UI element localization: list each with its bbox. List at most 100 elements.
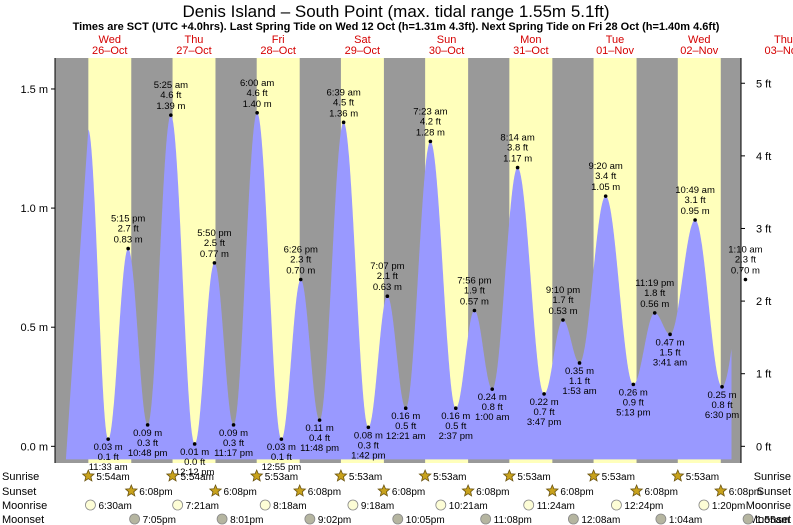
tide-point bbox=[542, 392, 546, 396]
sun-icon bbox=[545, 483, 559, 497]
tide-event-label: 6:39 am4.5 ft1.36 m bbox=[326, 87, 360, 119]
tide-height-m: 1.17 m bbox=[503, 154, 532, 165]
moonrise-event: 10:21am bbox=[435, 499, 488, 512]
tide-event-label: 0.22 m0.7 ft3:47 pm bbox=[527, 397, 561, 428]
tide-height-ft: 0.5 ft bbox=[395, 421, 416, 432]
row-label-left: Sunset bbox=[2, 486, 36, 498]
tide-height-ft: 2.1 ft bbox=[377, 271, 398, 282]
tide-event-label: 5:50 pm2.5 ft0.77 m bbox=[197, 228, 231, 260]
tide-time: 5:15 pm bbox=[111, 214, 145, 225]
tide-height-m: 1.28 m bbox=[416, 127, 445, 138]
moonrise-event: 11:24am bbox=[523, 499, 575, 512]
sunset-event: 6:08pm bbox=[377, 483, 425, 498]
moonset-event: 12:08am bbox=[567, 513, 620, 525]
moonrise-time: 6:30am bbox=[98, 501, 131, 512]
day-name-label: Mon bbox=[520, 34, 541, 46]
tide-height-m: 1.39 m bbox=[156, 101, 185, 112]
right-tick-label: 0 ft bbox=[756, 441, 771, 453]
tide-time: 11:48 pm bbox=[300, 443, 339, 454]
tide-height-ft: 1.1 ft bbox=[569, 376, 590, 387]
tide-height-m: 0.63 m bbox=[373, 282, 402, 293]
moon-icon bbox=[655, 513, 667, 525]
tide-time: 11:17 pm bbox=[214, 448, 253, 459]
right-tick-label: 2 ft bbox=[756, 296, 771, 308]
tide-time: 5:50 pm bbox=[197, 228, 231, 239]
tide-point bbox=[743, 277, 748, 282]
tide-point bbox=[668, 332, 672, 337]
sunset-time: 6:08pm bbox=[560, 487, 593, 498]
tide-time: 1:53 am bbox=[562, 386, 596, 397]
moon-icon bbox=[347, 499, 359, 511]
moonrise-event: 7:21am bbox=[172, 499, 219, 512]
tide-time: 10:49 am bbox=[675, 185, 715, 196]
moonrise-event: 6:30am bbox=[85, 499, 132, 512]
day-name-label: Fri bbox=[272, 34, 285, 46]
moon-icon bbox=[435, 499, 447, 511]
tide-height-ft: 4.6 ft bbox=[247, 88, 268, 99]
tide-height-m: 0.01 m bbox=[180, 447, 209, 458]
tide-area bbox=[65, 112, 732, 460]
sunset-event: 6:08pm bbox=[714, 483, 762, 498]
tide-event-label: 7:07 pm2.1 ft0.63 m bbox=[370, 261, 404, 293]
right-tick-label: 5 ft bbox=[756, 78, 771, 90]
moon-icon bbox=[216, 513, 228, 525]
tide-point bbox=[693, 218, 697, 222]
tide-height-ft: 0.1 ft bbox=[98, 452, 119, 463]
day-name-label: Tue bbox=[606, 34, 625, 46]
tide-height-ft: 2.7 ft bbox=[118, 224, 139, 235]
tide-height-m: 0.53 m bbox=[548, 306, 577, 317]
day-name-label: Sun bbox=[437, 34, 457, 46]
tide-time: 3:41 am bbox=[653, 357, 687, 368]
tide-height-ft: 0.3 ft bbox=[358, 440, 379, 451]
tide-time: 6:39 am bbox=[326, 87, 360, 98]
tide-time: 1:42 pm bbox=[351, 450, 385, 461]
tide-time: 1:10 am bbox=[728, 245, 762, 256]
day-date-label: 02–Nov bbox=[680, 45, 718, 57]
tide-point bbox=[231, 423, 236, 427]
tide-point bbox=[453, 406, 458, 411]
tide-time: 10:48 pm bbox=[128, 448, 168, 459]
moonrise-time: 10:21am bbox=[449, 501, 488, 512]
day-date-label: 26–Oct bbox=[92, 45, 127, 57]
tide-time: 3:47 pm bbox=[527, 417, 561, 428]
day-date-label: 31–Oct bbox=[513, 45, 548, 57]
sunset-event: 6:08pm bbox=[461, 483, 509, 498]
tide-height-m: 0.09 m bbox=[133, 428, 162, 439]
tide-time: 7:56 pm bbox=[457, 276, 491, 287]
moonrise-event: 12:24pm bbox=[611, 499, 663, 512]
right-tick-label: 3 ft bbox=[756, 223, 771, 235]
day-date-label: 30–Oct bbox=[429, 45, 464, 57]
row-label-right: Moonset bbox=[749, 514, 791, 525]
moon-icon bbox=[523, 499, 535, 511]
moonset-event: 9:02pm bbox=[304, 513, 351, 525]
tide-event-label: 0.24 m0.8 ft1:00 am bbox=[475, 392, 509, 423]
moonrise-time: 9:18am bbox=[361, 501, 394, 512]
tide-height-ft: 0.0 ft bbox=[184, 457, 205, 468]
tide-height-ft: 2.5 ft bbox=[204, 238, 225, 249]
sunset-time: 6:08pm bbox=[645, 487, 678, 498]
tide-height-ft: 2.3 ft bbox=[290, 255, 311, 266]
tide-event-label: 6:26 pm2.3 ft0.70 m bbox=[284, 245, 318, 277]
moonset-time: 11:08pm bbox=[494, 515, 532, 525]
sun-icon bbox=[629, 483, 644, 497]
tide-height-m: 0.56 m bbox=[640, 299, 669, 310]
tide-point bbox=[631, 382, 636, 387]
tide-time: 7:23 am bbox=[413, 106, 447, 117]
day-date-label: 27–Oct bbox=[176, 45, 211, 57]
tide-height-ft: 2.3 ft bbox=[735, 255, 756, 266]
tide-height-ft: 3.4 ft bbox=[595, 171, 616, 182]
tide-event-label: 10:49 am3.1 ft0.95 m bbox=[675, 185, 715, 217]
moonrise-event: 9:18am bbox=[347, 499, 394, 512]
sunrise-event: 5:54am bbox=[165, 468, 214, 483]
tide-height-m: 0.03 m bbox=[94, 442, 123, 453]
sunrise-time: 5:53am bbox=[686, 472, 719, 483]
tide-height-m: 0.77 m bbox=[200, 249, 229, 260]
tide-time: 1:00 am bbox=[475, 412, 509, 423]
tide-point bbox=[341, 120, 346, 125]
tide-height-m: 0.70 m bbox=[286, 266, 315, 277]
